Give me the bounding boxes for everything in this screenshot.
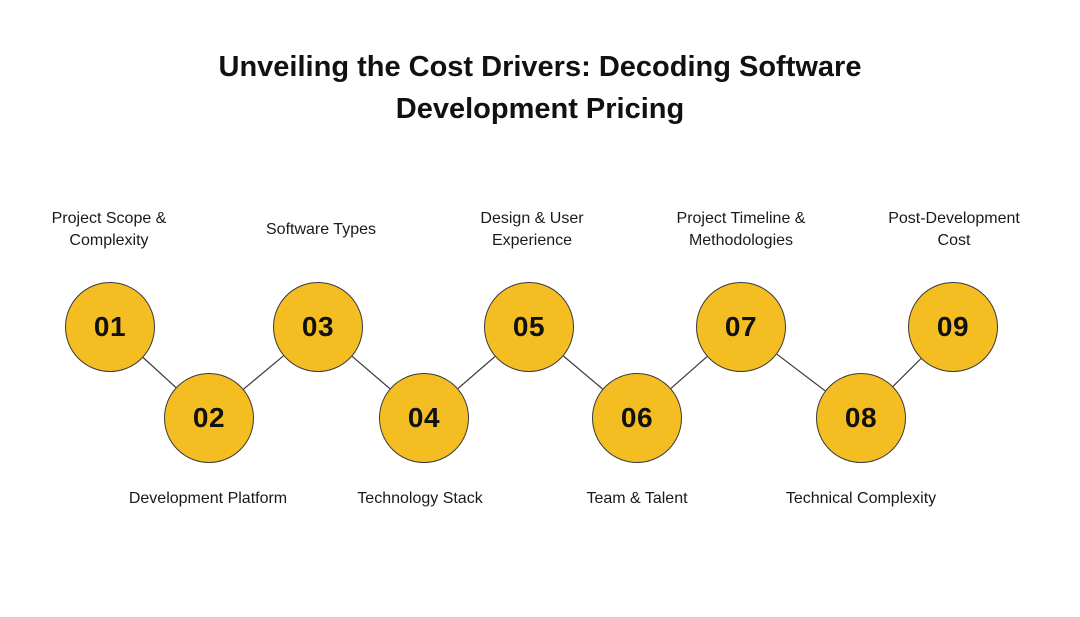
step-number: 02 — [192, 402, 226, 433]
step-node-09: 09 — [908, 282, 998, 372]
step-label-line: Post-Development — [888, 210, 1020, 227]
step-label-line: Development Platform — [128, 490, 288, 507]
step-node-04: 04 — [379, 373, 469, 463]
connector-line — [351, 355, 391, 390]
step-number: 09 — [936, 311, 970, 342]
step-label-line: Software Types — [266, 221, 376, 238]
connector-line — [457, 356, 496, 389]
step-label-line: Methodologies — [688, 232, 794, 249]
step-number: 08 — [844, 402, 878, 433]
title-line-2: Development Pricing — [395, 93, 685, 125]
step-label-06: Team & Talent — [537, 488, 737, 510]
step-label-04: Technology Stack — [320, 488, 520, 510]
step-label-line: Project Timeline & — [676, 210, 806, 227]
step-node-07: 07 — [696, 282, 786, 372]
step-number: 04 — [407, 402, 441, 433]
step-number: 06 — [620, 402, 654, 433]
step-node-03: 03 — [273, 282, 363, 372]
step-number: 01 — [93, 311, 127, 342]
step-node-02: 02 — [164, 373, 254, 463]
step-node-08: 08 — [816, 373, 906, 463]
connector-line — [892, 358, 922, 387]
step-label-09: Post-Development Cost — [854, 208, 1054, 252]
step-node-05: 05 — [484, 282, 574, 372]
step-label-08: Technical Complexity — [761, 488, 961, 510]
step-label-03: Software Types — [221, 219, 421, 241]
connector-line — [243, 355, 284, 390]
connector-line — [563, 355, 603, 390]
step-label-line: Team & Talent — [586, 490, 688, 507]
step-label-line: Technical Complexity — [785, 490, 937, 507]
page-title: Unveiling the Cost Drivers: Decoding Sof… — [140, 46, 940, 130]
connector-line — [670, 356, 708, 389]
step-label-line: Experience — [491, 232, 573, 249]
step-number: 05 — [512, 311, 546, 342]
connector-line — [776, 353, 826, 392]
step-label-07: Project Timeline & Methodologies — [641, 208, 841, 252]
step-node-01: 01 — [65, 282, 155, 372]
step-number: 07 — [724, 311, 758, 342]
connector-line — [142, 357, 177, 388]
step-label-line: Cost — [937, 232, 971, 249]
step-label-line: Technology Stack — [357, 490, 483, 507]
step-label-01: Project Scope & Complexity — [9, 208, 209, 252]
step-label-line: Complexity — [69, 232, 149, 249]
title-line-1: Unveiling the Cost Drivers: Decoding Sof… — [218, 51, 862, 83]
step-label-line: Design & User — [480, 210, 584, 227]
step-label-line: Project Scope & — [51, 210, 167, 227]
step-label-05: Design & User Experience — [432, 208, 632, 252]
step-label-02: Development Platform — [108, 488, 308, 510]
step-node-06: 06 — [592, 373, 682, 463]
step-number: 03 — [301, 311, 335, 342]
